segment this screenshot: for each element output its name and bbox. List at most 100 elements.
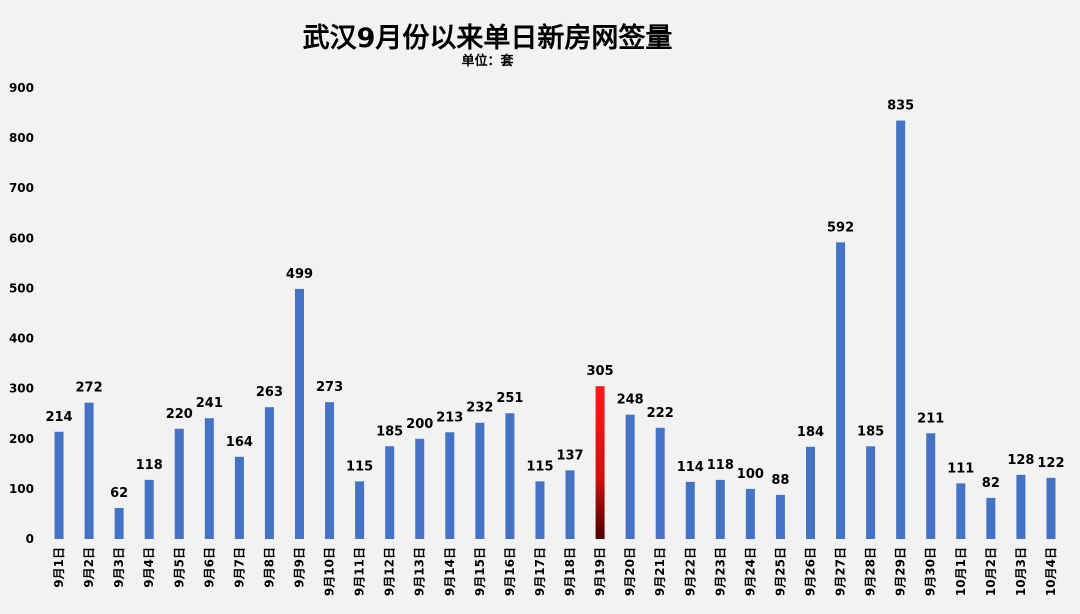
- y-tick-label: 800: [9, 131, 34, 145]
- bar: [84, 402, 94, 539]
- data-label: 214: [45, 410, 72, 425]
- data-label: 118: [136, 458, 163, 473]
- data-label: 213: [436, 410, 463, 425]
- x-tick-label: 9月1日: [52, 547, 66, 588]
- data-label: 305: [587, 364, 614, 379]
- bar: [775, 494, 785, 539]
- bar: [836, 242, 846, 539]
- data-label: 835: [887, 99, 914, 114]
- x-tick-label: 9月24日: [743, 547, 757, 596]
- x-tick-label: 9月11日: [353, 547, 367, 596]
- x-tick-label: 9月18日: [563, 547, 577, 596]
- x-tick-label: 9月21日: [653, 547, 667, 596]
- bar: [114, 507, 124, 539]
- bar: [715, 479, 725, 539]
- bar: [956, 483, 966, 539]
- data-label: 185: [857, 424, 884, 439]
- data-label: 499: [286, 267, 313, 282]
- y-tick-label: 300: [9, 382, 34, 396]
- data-label: 273: [316, 380, 343, 395]
- x-tick-label: 9月20日: [623, 547, 637, 596]
- bar: [144, 479, 154, 539]
- bar: [385, 446, 395, 539]
- bar: [204, 418, 214, 539]
- bar: [806, 446, 815, 539]
- data-label: 115: [526, 459, 553, 474]
- bar: [866, 446, 876, 539]
- data-label: 220: [166, 407, 193, 422]
- bar: [264, 407, 274, 539]
- chart-title: 武汉9月份以来单日新房网签量: [302, 23, 673, 54]
- x-tick-label: 9月8日: [262, 547, 276, 588]
- x-tick-label: 9月12日: [383, 547, 397, 596]
- x-tick-label: 9月9日: [293, 547, 307, 588]
- data-label: 200: [406, 417, 433, 432]
- bar: [174, 428, 184, 539]
- x-tick-label: 9月23日: [713, 547, 727, 596]
- bar: [325, 402, 335, 539]
- y-tick-label: 200: [9, 432, 34, 446]
- y-tick-label: 500: [9, 281, 34, 295]
- bar: [685, 481, 695, 539]
- data-label: 241: [196, 396, 223, 411]
- data-label: 118: [707, 458, 734, 473]
- bar: [355, 481, 365, 539]
- bar: [595, 386, 605, 539]
- x-tick-label: 9月6日: [202, 547, 216, 588]
- bar: [445, 432, 455, 539]
- x-tick-label: 9月29日: [894, 547, 908, 596]
- x-tick-label: 9月15日: [473, 547, 487, 596]
- bar: [1016, 474, 1026, 539]
- bar: [655, 427, 665, 539]
- x-tick-label: 9月10日: [323, 547, 337, 596]
- data-label: 115: [346, 459, 373, 474]
- bar: [475, 422, 485, 539]
- data-label: 185: [376, 424, 403, 439]
- data-label: 184: [797, 425, 824, 440]
- data-label: 114: [677, 460, 704, 475]
- bar: [896, 120, 906, 540]
- x-tick-label: 9月27日: [834, 547, 848, 596]
- data-label: 100: [737, 467, 764, 482]
- x-tick-label: 9月19日: [593, 547, 607, 596]
- data-label: 122: [1037, 456, 1064, 471]
- x-axis: 9月1日 9月2日 9月3日 9月4日 9月5日 9月6日 9月7日 9月8日 9月9日 9月10…: [52, 547, 1058, 596]
- x-tick-label: 9月5日: [172, 547, 186, 588]
- bars: [54, 120, 1056, 540]
- bar: [986, 497, 996, 539]
- x-tick-label: 9月13日: [413, 547, 427, 596]
- data-label: 222: [647, 406, 674, 421]
- y-tick-label: 900: [9, 81, 34, 95]
- x-tick-label: 10月2日: [984, 547, 998, 596]
- x-tick-label: 10月3日: [1014, 547, 1028, 596]
- x-tick-label: 9月16日: [503, 547, 517, 596]
- data-label: 137: [556, 448, 583, 463]
- y-tick-label: 0: [26, 532, 34, 546]
- x-tick-label: 9月22日: [683, 547, 697, 596]
- x-tick-label: 9月30日: [924, 547, 938, 596]
- bar: [926, 433, 936, 539]
- bar: [1046, 477, 1056, 539]
- data-label: 248: [617, 393, 644, 408]
- y-tick-label: 700: [9, 181, 34, 195]
- x-tick-label: 9月14日: [443, 547, 457, 596]
- y-axis: 0 100 200 300 400 500 600 700 800 900: [9, 81, 34, 546]
- y-tick-label: 600: [9, 231, 34, 245]
- bar: [505, 413, 515, 539]
- x-tick-label: 9月4日: [142, 547, 156, 588]
- data-label: 263: [256, 385, 283, 400]
- bar: [295, 288, 304, 539]
- x-tick-label: 10月1日: [954, 547, 968, 596]
- x-tick-label: 9月3日: [112, 547, 126, 588]
- x-tick-label: 9月17日: [533, 547, 547, 596]
- bar: [745, 488, 755, 539]
- bar: [535, 481, 545, 539]
- x-tick-label: 9月2日: [82, 547, 96, 588]
- data-label: 88: [771, 473, 789, 488]
- data-label: 211: [917, 411, 944, 426]
- x-tick-label: 9月25日: [773, 547, 787, 596]
- y-tick-label: 400: [9, 332, 34, 346]
